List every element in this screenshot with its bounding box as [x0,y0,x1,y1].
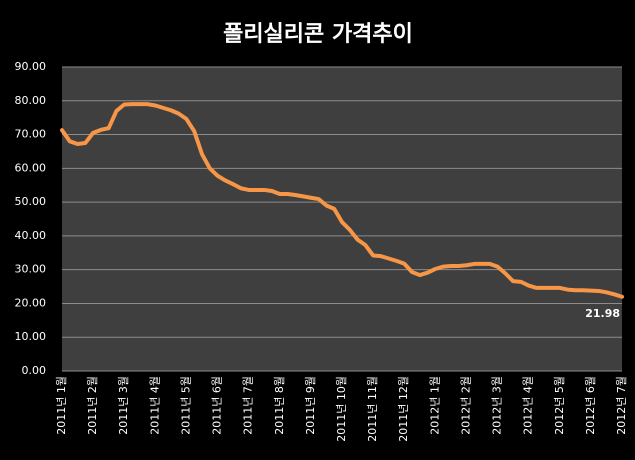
x-tick-label: 2012년 6월 [584,376,597,435]
x-tick-label: 2012년 4월 [522,376,535,435]
x-tick-label: 2012년 1월 [428,376,441,435]
x-tick-label: 2011년 6월 [211,376,224,435]
x-tick-label: 2011년 3월 [117,376,130,435]
x-tick-label: 2011년 8월 [273,376,286,435]
y-tick-label: 20.00 [15,296,47,309]
x-tick-label: 2011년 2월 [86,376,99,435]
y-tick-label: 50.00 [15,195,47,208]
x-tick-label: 2011년 7월 [242,376,255,435]
x-tick-label: 2011년 11월 [366,376,379,442]
y-tick-label: 0.00 [22,364,47,377]
x-tick-label: 2012년 7월 [615,376,628,435]
x-tick-label: 2012년 2월 [459,376,472,435]
y-tick-label: 60.00 [15,161,47,174]
x-tick-label: 2012년 5월 [553,376,566,435]
y-tick-label: 80.00 [15,94,47,107]
x-tick-label: 2011년 4월 [148,376,161,435]
x-tick-label: 2011년 9월 [304,376,317,435]
x-tick-label: 2011년 5월 [179,376,192,435]
chart-title: 폴리실리콘 가격추이 [223,22,413,47]
y-tick-label: 30.00 [15,263,47,276]
y-tick-label: 10.00 [15,330,47,343]
y-tick-label: 70.00 [15,128,47,141]
x-tick-label: 2012년 3월 [491,376,504,435]
x-tick-label: 2011년 10월 [335,376,348,442]
x-tick-label: 2011년 12월 [397,376,410,442]
line-series [60,102,624,299]
y-tick-label: 40.00 [15,229,47,242]
data-label: 21.98 [585,307,620,320]
x-tick-label: 2011년 1월 [55,376,68,435]
y-tick-label: 90.00 [15,60,47,73]
